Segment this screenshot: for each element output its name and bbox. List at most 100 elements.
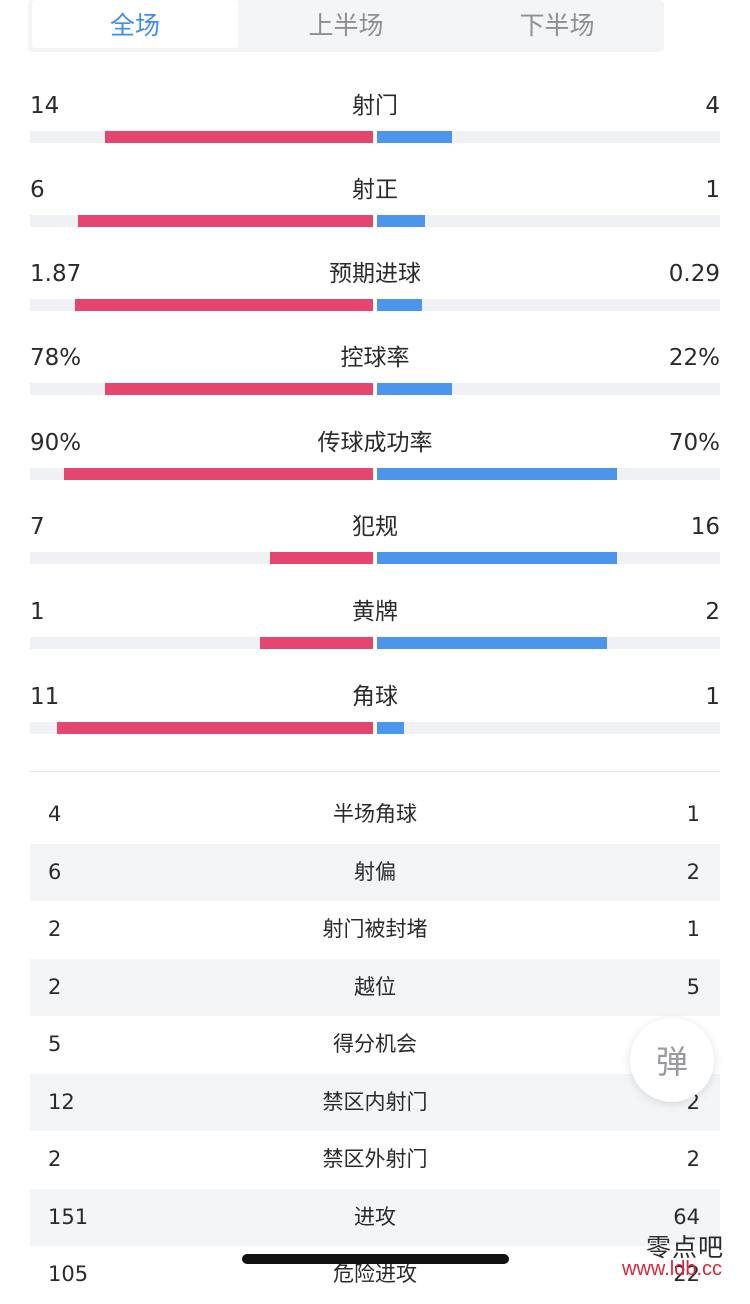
barrage-toggle-button[interactable]: 弹 bbox=[630, 1018, 714, 1102]
home-bar-track bbox=[30, 552, 373, 564]
away-bar-fill bbox=[377, 722, 405, 734]
barrage-button-label: 弹 bbox=[655, 1043, 688, 1081]
home-value: 105 bbox=[48, 1262, 89, 1286]
home-bar-track bbox=[30, 637, 373, 649]
home-bar-fill bbox=[105, 383, 373, 395]
home-indicator bbox=[242, 1254, 509, 1264]
away-value: 22% bbox=[668, 345, 720, 371]
stat-label: 黄牌 bbox=[352, 599, 398, 625]
home-value: 151 bbox=[48, 1204, 89, 1229]
home-value: 2 bbox=[48, 974, 62, 999]
away-bar-fill bbox=[377, 637, 607, 649]
away-value: 2 bbox=[686, 1147, 700, 1171]
away-bar-track bbox=[377, 722, 720, 734]
away-bar-track bbox=[377, 299, 720, 311]
away-bar-track bbox=[377, 552, 720, 564]
home-bar-fill bbox=[64, 468, 373, 480]
tab-first-half[interactable]: 上半场 bbox=[308, 11, 384, 40]
home-bar-track bbox=[30, 722, 373, 734]
stat-label: 禁区外射门 bbox=[322, 1147, 428, 1171]
stat-label: 得分机会 bbox=[333, 1032, 417, 1056]
home-bar-fill bbox=[57, 722, 373, 734]
section-divider bbox=[30, 771, 720, 772]
stat-label: 半场角球 bbox=[333, 802, 417, 826]
away-bar-track bbox=[377, 468, 720, 480]
away-value: 1 bbox=[705, 177, 720, 203]
home-bar-track bbox=[30, 468, 373, 480]
stat-row-shots-on-target: 6 射正 1 bbox=[0, 175, 750, 245]
home-value: 7 bbox=[30, 514, 45, 540]
home-value: 5 bbox=[48, 1032, 62, 1056]
away-value: 1 bbox=[705, 684, 720, 710]
home-bar-fill bbox=[105, 131, 373, 143]
home-bar-track bbox=[30, 215, 373, 227]
period-tabbar: 全场 上半场 下半场 bbox=[28, 0, 664, 52]
home-bar-fill bbox=[259, 637, 373, 649]
table-row: 5 得分机会 bbox=[30, 1016, 720, 1074]
home-value: 11 bbox=[30, 684, 60, 710]
tab-second-half[interactable]: 下半场 bbox=[519, 11, 595, 40]
away-bar-fill bbox=[377, 468, 618, 480]
home-value: 78% bbox=[30, 345, 82, 371]
away-bar-fill bbox=[377, 131, 453, 143]
home-value: 2 bbox=[48, 917, 62, 941]
stat-label: 预期进球 bbox=[329, 261, 421, 287]
stat-label: 射正 bbox=[352, 177, 398, 203]
home-bar-fill bbox=[74, 299, 373, 311]
away-bar-track bbox=[377, 383, 720, 395]
home-bar-track bbox=[30, 383, 373, 395]
away-bar-track bbox=[377, 131, 720, 143]
table-row: 6 射偏 2 bbox=[30, 843, 720, 901]
stat-row-possession: 78% 控球率 22% bbox=[0, 343, 750, 413]
home-bar-track bbox=[30, 299, 373, 311]
away-value: 64 bbox=[673, 1204, 700, 1229]
home-bar-track bbox=[30, 131, 373, 143]
stat-row-fouls: 7 犯规 16 bbox=[0, 512, 750, 582]
stat-label: 射门 bbox=[352, 93, 398, 119]
table-row: 2 射门被封堵 1 bbox=[30, 901, 720, 959]
stat-label: 进攻 bbox=[354, 1204, 396, 1229]
stat-label: 禁区内射门 bbox=[322, 1089, 428, 1114]
table-row: 12 禁区内射门 2 bbox=[30, 1073, 720, 1131]
away-value: 16 bbox=[690, 514, 720, 540]
home-value: 1.87 bbox=[30, 261, 82, 287]
home-bar-fill bbox=[270, 552, 373, 564]
stat-row-corners: 11 角球 1 bbox=[0, 682, 750, 752]
home-value: 1 bbox=[30, 599, 45, 625]
away-bar-fill bbox=[377, 215, 426, 227]
home-value: 2 bbox=[48, 1147, 62, 1171]
away-bar-fill bbox=[377, 383, 453, 395]
away-value: 70% bbox=[668, 430, 720, 456]
watermark-url: www.ldb.cc bbox=[622, 1258, 723, 1280]
stat-row-pass-accuracy: 90% 传球成功率 70% bbox=[0, 428, 750, 498]
away-value: 1 bbox=[686, 802, 700, 826]
table-row: 2 越位 5 bbox=[30, 958, 720, 1016]
away-bar-fill bbox=[377, 299, 422, 311]
table-row: 2 禁区外射门 2 bbox=[30, 1131, 720, 1189]
home-value: 6 bbox=[48, 859, 62, 884]
detail-stats-table: 4 半场角球 1 6 射偏 2 2 射门被封堵 1 2 越位 5 5 得分机会 … bbox=[30, 786, 720, 1304]
away-value: 2 bbox=[705, 599, 720, 625]
tab-full-match[interactable]: 全场 bbox=[32, 0, 238, 48]
table-row: 151 进攻 64 bbox=[30, 1188, 720, 1246]
away-value: 1 bbox=[686, 917, 700, 941]
stat-row-yellow-cards: 1 黄牌 2 bbox=[0, 597, 750, 667]
home-value: 12 bbox=[48, 1089, 75, 1114]
stat-label: 角球 bbox=[352, 684, 398, 710]
stat-label: 传球成功率 bbox=[317, 430, 433, 456]
home-bar-fill bbox=[78, 215, 373, 227]
away-value: 5 bbox=[686, 974, 700, 999]
stat-label: 射门被封堵 bbox=[322, 917, 428, 941]
watermark-text: 零点吧 bbox=[646, 1233, 725, 1262]
home-value: 6 bbox=[30, 177, 45, 203]
home-value: 14 bbox=[30, 93, 60, 119]
stat-row-expected-goals: 1.87 预期进球 0.29 bbox=[0, 259, 750, 329]
away-value: 2 bbox=[686, 859, 700, 884]
home-value: 90% bbox=[30, 430, 82, 456]
home-value: 4 bbox=[48, 802, 62, 826]
stat-label: 控球率 bbox=[340, 345, 410, 371]
away-bar-fill bbox=[377, 552, 618, 564]
stat-label: 犯规 bbox=[352, 514, 398, 540]
stat-label: 越位 bbox=[354, 974, 396, 999]
table-row: 4 半场角球 1 bbox=[30, 786, 720, 844]
